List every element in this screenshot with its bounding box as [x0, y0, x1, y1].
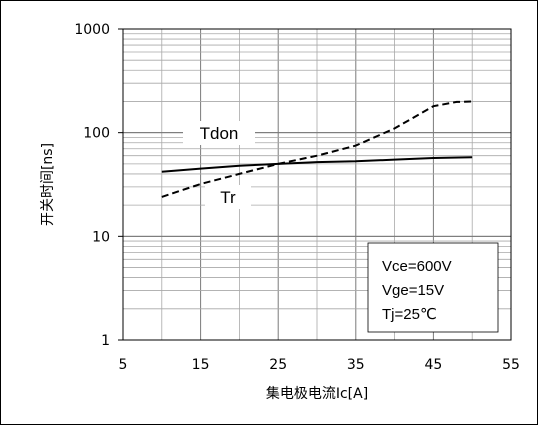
series-layer — [161, 100, 473, 198]
x-tick-label: 15 — [192, 357, 210, 373]
condition-vce: Vce=600V — [382, 258, 452, 275]
plot-border — [122, 28, 512, 341]
series-line-tr — [161, 100, 473, 198]
y-tick-label: 100 — [83, 126, 110, 142]
series-label-tdon: Tdon — [183, 121, 255, 145]
y-tick-label: 1 — [101, 333, 110, 349]
conditions-box: Vce=600V Vge=15V Tj=25℃ — [367, 242, 499, 333]
x-tick-label: 35 — [347, 357, 365, 373]
x-tick-label: 45 — [424, 357, 442, 373]
grid — [122, 28, 512, 341]
series-line-tdon — [161, 156, 473, 173]
x-tick-label: 55 — [502, 357, 520, 373]
y-tick-label: 10 — [92, 229, 110, 245]
x-tick-label: 5 — [119, 357, 128, 373]
condition-vge: Vge=15V — [382, 282, 444, 299]
y-tick-label: 1000 — [74, 22, 110, 38]
y-axis-title: 开关时间[ns] — [40, 143, 56, 226]
x-axis-ticks: 5 15 25 35 45 55 — [119, 357, 520, 373]
series-label-tr-text: Tr — [220, 188, 236, 207]
x-tick-label: 25 — [269, 357, 287, 373]
conditions-box-border — [367, 242, 499, 333]
y-axis-ticks: 1 10 100 1000 — [74, 22, 123, 349]
series-label-tdon-text: Tdon — [200, 124, 239, 143]
series-label-tr: Tr — [205, 185, 251, 209]
x-axis-title: 集电极电流Ic[A] — [266, 385, 368, 402]
condition-tj: Tj=25℃ — [382, 306, 437, 323]
